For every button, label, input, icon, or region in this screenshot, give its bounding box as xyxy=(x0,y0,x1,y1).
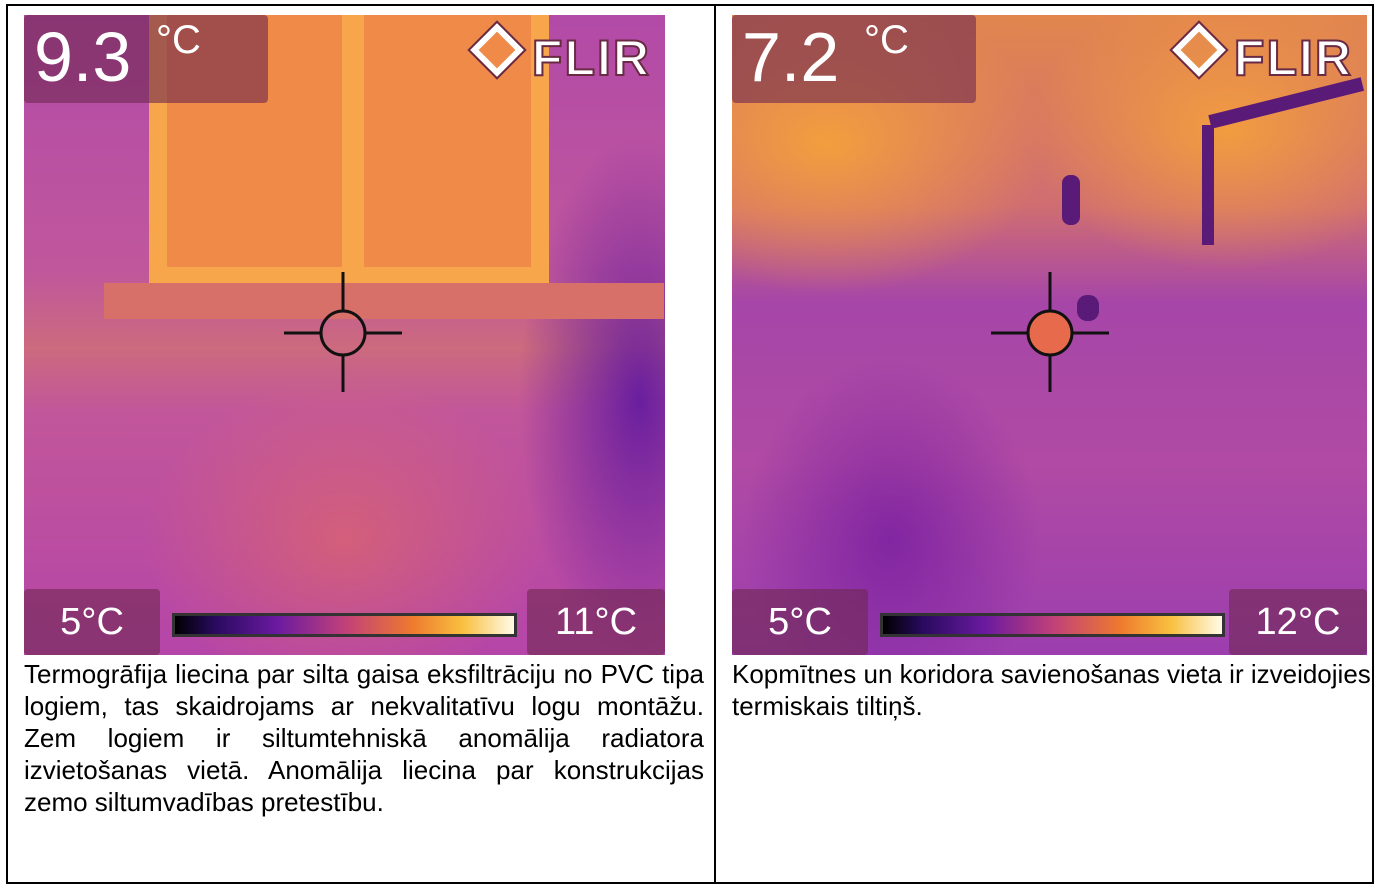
temperature-unit: °C xyxy=(156,15,201,65)
crosshair xyxy=(732,15,1367,655)
temperature-reading: 9.3 xyxy=(34,17,131,97)
scale-min: 5°C xyxy=(732,589,868,655)
brand-text: FLIR xyxy=(1234,30,1353,86)
color-scale xyxy=(172,613,517,637)
scale-max: 11°C xyxy=(527,589,665,655)
brand-logo: FLIR xyxy=(478,29,651,87)
temperature-reading: 7.2 xyxy=(742,17,839,97)
temperature-unit: °C xyxy=(864,15,909,65)
page: 9.3 °C FLIR 5°C 11°C 7.2 °C FLIR 5°C 12°… xyxy=(0,0,1382,868)
crosshair xyxy=(24,15,665,655)
caption: Kopmītnes un koridora savienošanas vieta… xyxy=(732,658,1372,722)
color-scale xyxy=(880,613,1225,637)
thermal-image: 9.3 °C FLIR 5°C 11°C xyxy=(24,15,665,655)
scale-max: 12°C xyxy=(1229,589,1367,655)
reading-box: 9.3 °C xyxy=(24,15,268,103)
caption: Termogrāfija liecina par silta gaisa eks… xyxy=(24,658,704,818)
brand-text: FLIR xyxy=(532,30,651,86)
scale-min: 5°C xyxy=(24,589,160,655)
table-divider xyxy=(714,4,716,884)
thermal-image: 7.2 °C FLIR 5°C 12°C xyxy=(732,15,1367,655)
brand-logo: FLIR xyxy=(1180,29,1353,87)
reading-box: 7.2 °C xyxy=(732,15,976,103)
